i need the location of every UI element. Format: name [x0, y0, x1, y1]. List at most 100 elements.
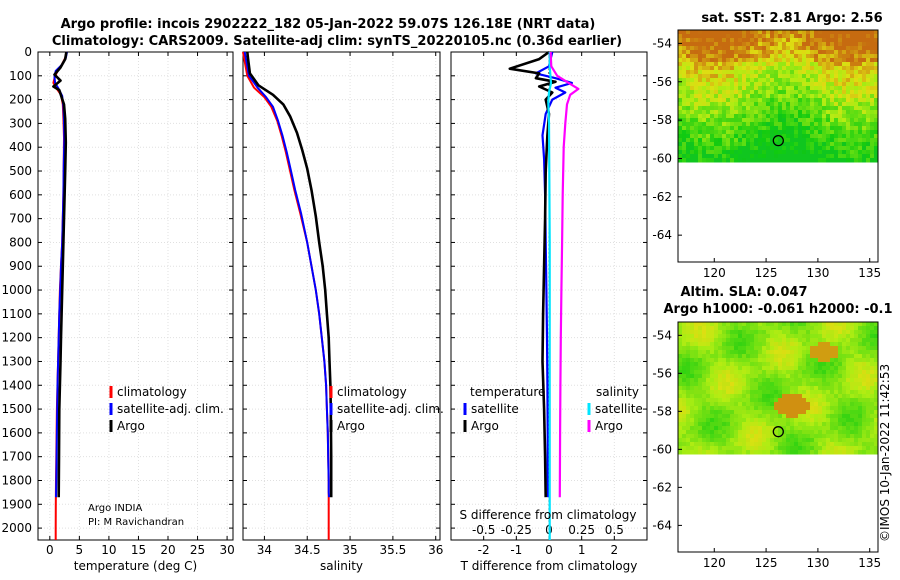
- heat-cell: [870, 358, 875, 363]
- heat-cell: [746, 42, 751, 47]
- heat-cell: [858, 434, 863, 439]
- heat-cell: [714, 46, 719, 51]
- heat-cell: [818, 150, 823, 155]
- heat-cell: [694, 446, 699, 451]
- heat-cell: [782, 358, 787, 363]
- axes-box: [242, 51, 441, 541]
- heat-cell: [814, 386, 819, 391]
- heat-cell: [702, 150, 707, 155]
- heat-cell: [782, 330, 787, 335]
- heat-cell: [842, 146, 847, 151]
- heat-cell: [766, 66, 771, 71]
- heat-cell: [714, 394, 719, 399]
- heat-cell: [834, 62, 839, 67]
- y-tick-label: 600: [9, 188, 32, 202]
- heat-cell: [718, 34, 723, 39]
- heat-cell: [782, 146, 787, 151]
- heat-cell: [766, 342, 771, 347]
- heat-cell: [814, 150, 819, 155]
- heat-cell: [706, 418, 711, 423]
- y-tick-label: -54: [652, 328, 672, 342]
- heat-cell: [834, 142, 839, 147]
- heat-cell: [870, 74, 875, 79]
- heat-cell: [838, 118, 843, 123]
- heat-cell: [810, 142, 815, 147]
- heat-cell: [802, 390, 807, 395]
- heat-cell: [718, 42, 723, 47]
- heat-cell: [806, 362, 811, 367]
- heat-cell: [718, 362, 723, 367]
- heat-cell: [718, 66, 723, 71]
- heat-cell: [850, 30, 855, 35]
- heat-cell: [818, 62, 823, 67]
- heat-cell: [854, 430, 859, 435]
- heat-cell: [730, 426, 735, 431]
- heat-cell: [738, 386, 743, 391]
- heat-cell: [826, 406, 831, 411]
- heat-cell: [694, 50, 699, 55]
- heat-cell: [794, 446, 799, 451]
- heat-cell: [818, 74, 823, 79]
- heat-cell: [706, 138, 711, 143]
- heat-cell: [714, 118, 719, 123]
- heat-cell: [766, 86, 771, 91]
- heat-cell: [790, 438, 795, 443]
- heat-cell: [750, 406, 755, 411]
- heat-cell: [758, 138, 763, 143]
- heat-cell: [866, 50, 871, 55]
- heat-cell: [726, 78, 731, 83]
- heat-cell: [810, 98, 815, 103]
- heat-cell: [862, 354, 867, 359]
- heat-cell: [822, 74, 827, 79]
- heat-cell: [778, 118, 783, 123]
- heat-cell: [782, 90, 787, 95]
- heat-cell: [822, 34, 827, 39]
- heat-cell: [778, 382, 783, 387]
- heat-cell: [774, 118, 779, 123]
- heat-cell: [822, 30, 827, 35]
- heat-cell: [694, 398, 699, 403]
- heat-cell: [702, 450, 707, 455]
- heat-cell: [742, 330, 747, 335]
- heat-cell: [682, 62, 687, 67]
- heat-cell: [762, 394, 767, 399]
- heat-cell: [866, 98, 871, 103]
- heat-cell: [678, 350, 683, 355]
- heat-cell: [782, 66, 787, 71]
- heat-cell: [678, 430, 683, 435]
- heat-cell: [690, 378, 695, 383]
- heat-cell: [686, 90, 691, 95]
- heat-cell: [774, 154, 779, 159]
- heat-cell: [802, 82, 807, 87]
- heat-cell: [702, 438, 707, 443]
- heat-cell: [766, 362, 771, 367]
- heat-cell: [814, 402, 819, 407]
- heat-cell: [738, 62, 743, 67]
- heat-cell: [846, 54, 851, 59]
- heat-cell: [798, 442, 803, 447]
- heat-cell: [826, 70, 831, 75]
- heat-cell: [754, 386, 759, 391]
- heat-cell: [862, 154, 867, 159]
- heat-cell: [762, 70, 767, 75]
- heat-cell: [746, 34, 751, 39]
- heat-cell: [842, 78, 847, 83]
- heat-cell: [718, 398, 723, 403]
- heat-cell: [770, 422, 775, 427]
- heat-cell: [782, 142, 787, 147]
- heat-cell: [794, 426, 799, 431]
- heat-cell: [734, 46, 739, 51]
- heat-cell: [870, 150, 875, 155]
- heat-cell: [774, 410, 779, 415]
- heat-cell: [690, 418, 695, 423]
- heat-cell: [758, 146, 763, 151]
- heat-cell: [686, 382, 691, 387]
- heat-cell: [694, 78, 699, 83]
- heat-cell: [818, 382, 823, 387]
- heat-cell: [798, 362, 803, 367]
- heat-cell: [866, 118, 871, 123]
- heat-cell: [838, 366, 843, 371]
- heat-cell: [758, 154, 763, 159]
- heat-cell: [802, 386, 807, 391]
- heat-cell: [714, 350, 719, 355]
